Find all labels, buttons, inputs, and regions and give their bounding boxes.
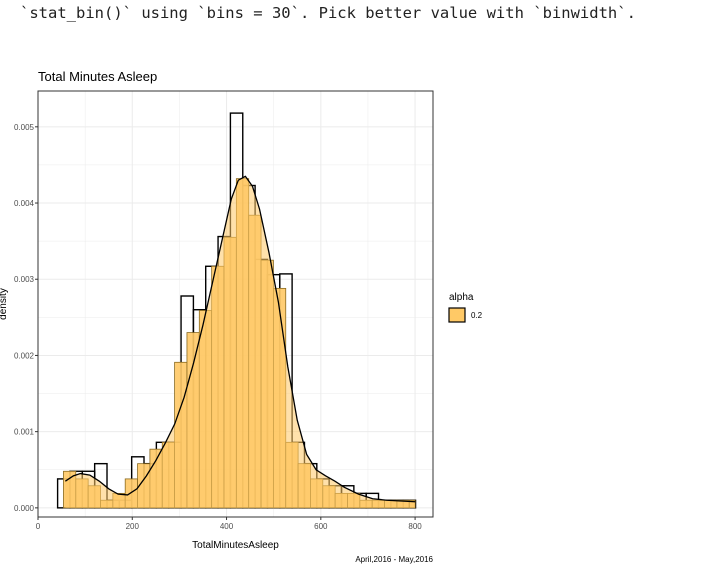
x-tick-label: 200 xyxy=(126,522,140,531)
legend-title: alpha xyxy=(449,292,474,303)
legend-entry-label: 0.2 xyxy=(471,311,483,320)
y-tick-label: 0.000 xyxy=(14,504,35,513)
y-tick-label: 0.001 xyxy=(14,428,35,437)
y-tick-label: 0.004 xyxy=(14,199,35,208)
y-tick-label: 0.003 xyxy=(14,275,35,284)
console-warning-message: `stat_bin()` using `bins = 30`. Pick bet… xyxy=(20,4,636,22)
density-curve-line xyxy=(64,175,416,503)
legend-key-swatch xyxy=(448,307,466,323)
x-axis-title: TotalMinutesAsleep xyxy=(192,540,279,551)
y-tick-label: 0.005 xyxy=(14,123,35,132)
plot-panel-border xyxy=(37,90,434,518)
x-tick-label: 600 xyxy=(314,522,328,531)
x-axis: 0 200 400 600 800 xyxy=(36,517,422,531)
chart-title: Total Minutes Asleep xyxy=(38,69,158,84)
y-axis-title: density xyxy=(0,288,9,320)
x-tick-label: 400 xyxy=(220,522,234,531)
density-curve-area xyxy=(65,176,416,508)
legend: alpha 0.2 xyxy=(448,292,483,323)
x-tick-label: 800 xyxy=(408,522,422,531)
x-tick-label: 0 xyxy=(36,522,41,531)
y-axis: 0.000 0.001 0.002 0.003 0.004 0.005 xyxy=(14,123,38,513)
chart-caption: April,2016 - May,2016 xyxy=(355,555,433,564)
y-tick-label: 0.002 xyxy=(14,351,35,360)
